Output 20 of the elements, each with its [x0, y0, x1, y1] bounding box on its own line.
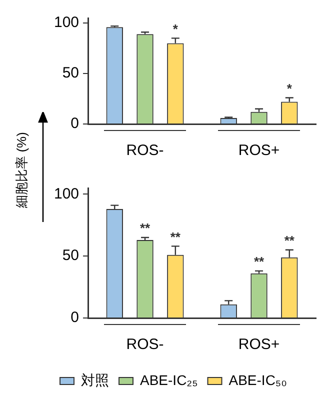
x-tick-label: ROS+ [238, 336, 280, 354]
data-label: ** [254, 254, 266, 270]
data-label: * [172, 21, 179, 36]
data-label: ** [284, 232, 296, 248]
x-tick-label: ROS+ [238, 142, 280, 160]
y-tick-label: 0 [70, 115, 80, 132]
y-tick-label: 50 [62, 64, 80, 82]
y-tick-label: 0 [70, 309, 80, 326]
data-label: ** [140, 220, 152, 236]
y-tick-label: 50 [62, 247, 80, 264]
legend-label: ABE-IC₂₅ [140, 372, 198, 388]
legend-label: 対照 [81, 372, 109, 388]
y-tick-label: 100 [54, 14, 80, 32]
y-axis-title: 細胞比率 (%) [13, 132, 30, 208]
x-tick-label: ROS- [126, 142, 164, 160]
y-tick-label: 100 [54, 185, 80, 202]
data-label: * [286, 80, 293, 96]
legend-label: ABE-IC₅₀ [228, 372, 288, 388]
data-label: ** [170, 229, 182, 244]
x-tick-label: ROS- [126, 336, 164, 354]
